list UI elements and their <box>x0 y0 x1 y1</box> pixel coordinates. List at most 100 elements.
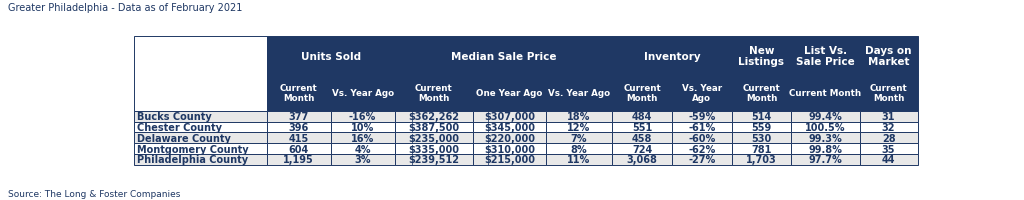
Bar <box>394 122 473 133</box>
Bar <box>134 37 266 111</box>
Text: -62%: -62% <box>688 144 716 154</box>
Bar <box>672 122 731 133</box>
Text: 781: 781 <box>752 144 772 154</box>
Bar <box>859 133 918 143</box>
Text: $239,512: $239,512 <box>409 155 460 165</box>
Text: 3,068: 3,068 <box>627 155 657 165</box>
Bar <box>546 133 612 143</box>
Bar <box>394 75 473 111</box>
Text: 458: 458 <box>632 133 652 143</box>
Text: 44: 44 <box>882 155 895 165</box>
Text: New
Listings: New Listings <box>738 46 784 67</box>
Text: List Vs.
Sale Price: List Vs. Sale Price <box>796 46 855 67</box>
Text: 559: 559 <box>752 122 772 132</box>
Text: Current
Month: Current Month <box>742 84 780 103</box>
Bar <box>792 133 859 143</box>
Text: 11%: 11% <box>567 155 591 165</box>
Text: Vs. Year
Ago: Vs. Year Ago <box>682 84 722 103</box>
Bar <box>546 75 612 111</box>
Bar <box>612 122 672 133</box>
Text: -61%: -61% <box>688 122 716 132</box>
Bar <box>612 154 672 165</box>
Bar <box>731 133 792 143</box>
Text: -59%: -59% <box>688 112 716 122</box>
Bar <box>546 154 612 165</box>
Text: 3%: 3% <box>354 155 371 165</box>
Text: Median Sale Price: Median Sale Price <box>451 51 556 61</box>
Text: $387,500: $387,500 <box>409 122 460 132</box>
Bar <box>731 122 792 133</box>
Text: $310,000: $310,000 <box>484 144 535 154</box>
Bar <box>331 143 394 154</box>
Bar <box>134 143 266 154</box>
Text: -60%: -60% <box>688 133 716 143</box>
Bar <box>792 122 859 133</box>
Text: 16%: 16% <box>351 133 374 143</box>
Text: 18%: 18% <box>567 112 591 122</box>
Text: Current
Month: Current Month <box>280 84 317 103</box>
Text: 1,195: 1,195 <box>284 155 314 165</box>
Bar <box>859 143 918 154</box>
Text: 8%: 8% <box>570 144 587 154</box>
Text: Vs. Year Ago: Vs. Year Ago <box>332 89 393 98</box>
Bar <box>394 133 473 143</box>
Bar <box>331 133 394 143</box>
Bar <box>134 154 266 165</box>
Bar <box>731 111 792 122</box>
Text: 35: 35 <box>882 144 895 154</box>
Text: Units Sold: Units Sold <box>300 51 360 61</box>
Bar <box>134 111 266 122</box>
Bar <box>266 154 331 165</box>
Text: Chester County: Chester County <box>137 122 222 132</box>
Bar <box>859 154 918 165</box>
Bar <box>331 122 394 133</box>
Bar <box>546 122 612 133</box>
Bar <box>266 75 331 111</box>
Text: $345,000: $345,000 <box>484 122 535 132</box>
Text: 530: 530 <box>752 133 772 143</box>
Text: $362,262: $362,262 <box>409 112 460 122</box>
Bar <box>612 111 672 122</box>
Bar <box>134 122 266 133</box>
Text: 97.7%: 97.7% <box>809 155 843 165</box>
Bar <box>792 143 859 154</box>
Text: One Year Ago: One Year Ago <box>476 89 543 98</box>
Bar <box>792 75 859 111</box>
Text: Vs. Year Ago: Vs. Year Ago <box>548 89 610 98</box>
Text: 28: 28 <box>882 133 895 143</box>
Text: 7%: 7% <box>570 133 587 143</box>
Text: -27%: -27% <box>688 155 716 165</box>
Bar <box>672 133 731 143</box>
Text: $220,000: $220,000 <box>484 133 535 143</box>
Text: -16%: -16% <box>349 112 376 122</box>
Bar <box>612 133 672 143</box>
Bar <box>473 111 546 122</box>
Text: $235,000: $235,000 <box>409 133 460 143</box>
Bar <box>672 75 731 111</box>
Bar <box>731 143 792 154</box>
Bar <box>792 154 859 165</box>
Text: Current
Month: Current Month <box>415 84 453 103</box>
Bar <box>473 75 546 111</box>
Bar <box>331 75 394 111</box>
Bar <box>731 154 792 165</box>
Bar <box>266 122 331 133</box>
Bar <box>672 111 731 122</box>
Bar <box>792 37 859 75</box>
Text: 396: 396 <box>289 122 308 132</box>
Bar <box>473 154 546 165</box>
Text: 415: 415 <box>289 133 308 143</box>
Bar <box>394 143 473 154</box>
Bar <box>859 111 918 122</box>
Bar <box>792 111 859 122</box>
Bar <box>612 75 672 111</box>
Text: Philadelphia County: Philadelphia County <box>137 155 248 165</box>
Text: 377: 377 <box>289 112 308 122</box>
Bar <box>266 37 394 75</box>
Bar <box>859 75 918 111</box>
Text: 32: 32 <box>882 122 895 132</box>
Text: Delaware County: Delaware County <box>137 133 230 143</box>
Bar <box>672 143 731 154</box>
Text: 99.8%: 99.8% <box>809 144 843 154</box>
Text: Current
Month: Current Month <box>624 84 660 103</box>
